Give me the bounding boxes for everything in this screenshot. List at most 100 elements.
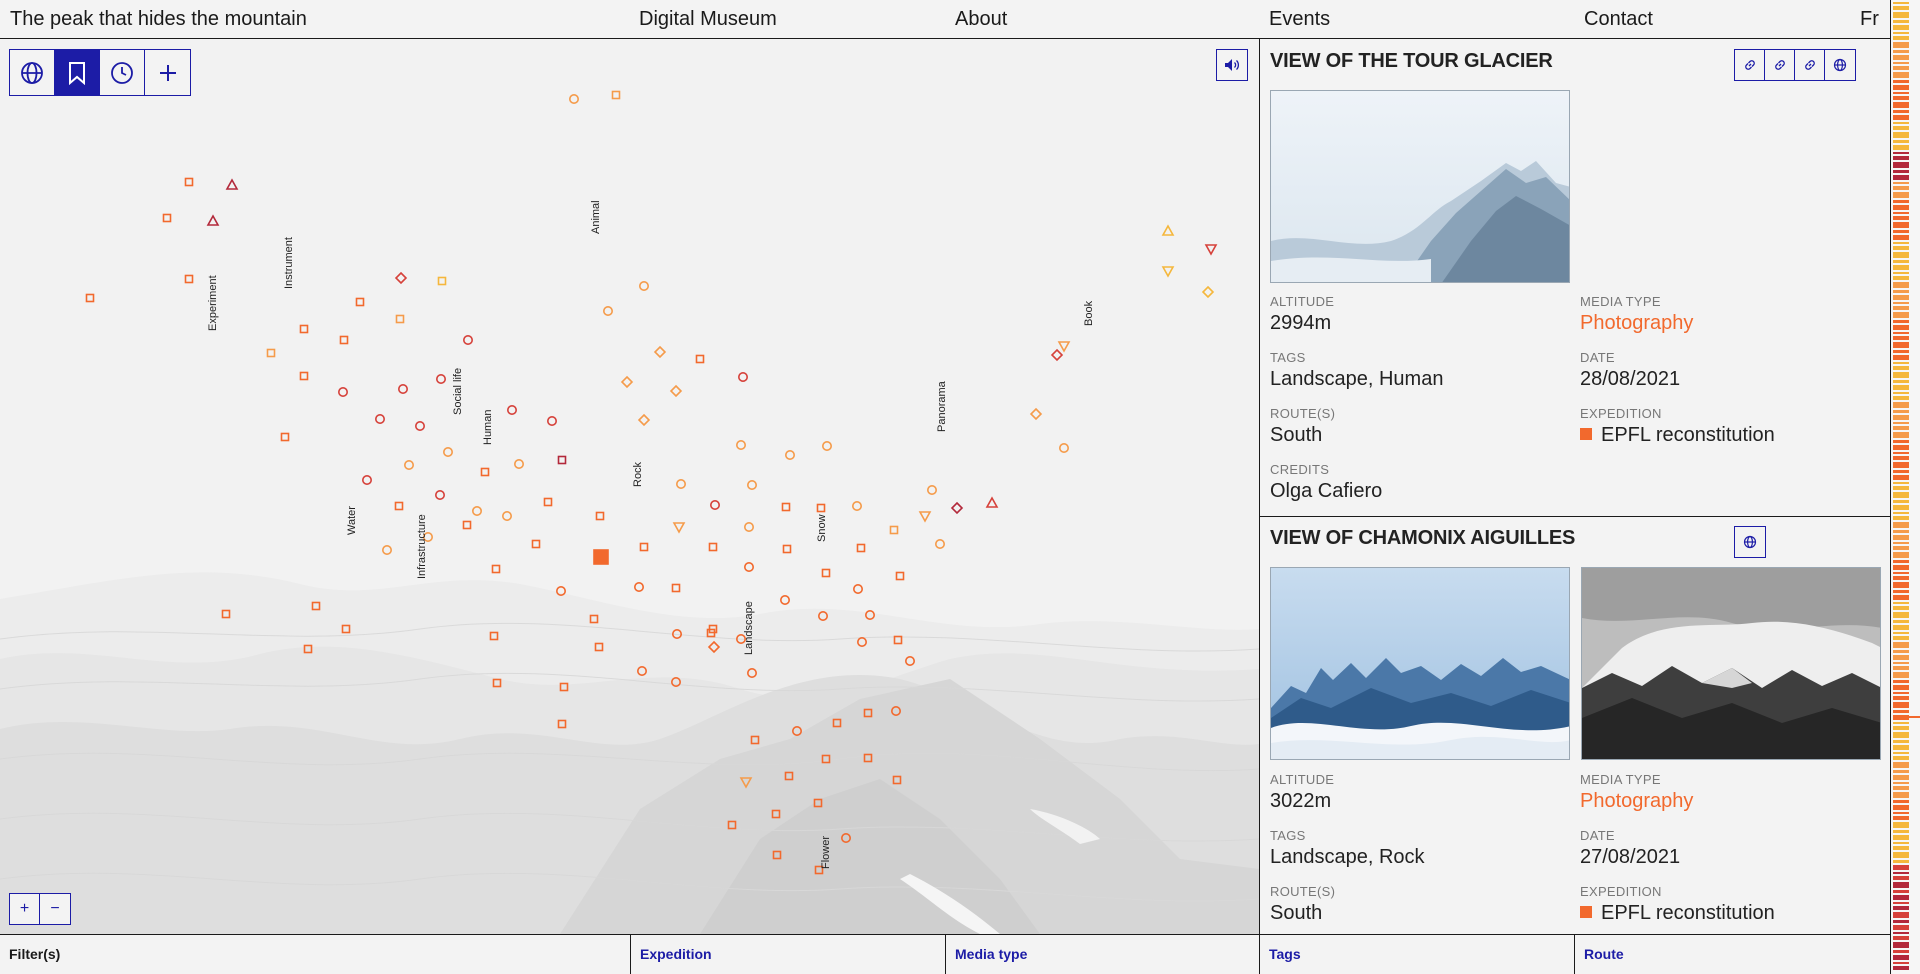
media-point-marker[interactable] (851, 500, 862, 511)
media-point-marker[interactable] (162, 213, 172, 223)
media-point-marker[interactable] (462, 520, 472, 530)
media-point-marker[interactable] (637, 413, 651, 427)
media-point-marker[interactable] (1029, 407, 1043, 421)
filter-tags[interactable]: Tags (1259, 935, 1575, 974)
media-point-marker[interactable] (735, 439, 746, 450)
media-point-marker[interactable] (852, 583, 863, 594)
media-point-marker[interactable] (374, 413, 385, 424)
media-point-marker[interactable] (669, 384, 683, 398)
media-point-marker[interactable] (708, 542, 718, 552)
media-point-marker[interactable] (471, 505, 482, 516)
media-point-marker[interactable] (817, 610, 828, 621)
media-point-marker[interactable] (1161, 224, 1175, 236)
media-point-marker[interactable] (671, 583, 681, 593)
media-point-marker[interactable] (791, 725, 802, 736)
photo-tour-glacier[interactable] (1270, 90, 1570, 283)
media-point-marker[interactable] (184, 177, 194, 187)
media-point-marker[interactable] (856, 636, 867, 647)
media-point-marker[interactable] (225, 178, 239, 190)
media-point-marker[interactable] (501, 510, 512, 521)
tag-label-snow[interactable]: Snow (816, 514, 828, 542)
tag-label-flower[interactable]: Flower (820, 836, 832, 869)
media-point-marker[interactable] (1050, 348, 1064, 362)
timeline-current-marker[interactable] (1907, 716, 1920, 718)
nav-events[interactable]: Events (1269, 8, 1331, 30)
media-point-marker[interactable] (311, 601, 321, 611)
map-view[interactable]: Experiment Instrument Animal Social life Hum… (0, 39, 1259, 934)
media-point-marker[interactable] (442, 446, 453, 457)
media-point-marker[interactable] (620, 375, 634, 389)
media-point-marker[interactable] (1204, 244, 1218, 256)
link-button-2[interactable] (1765, 50, 1795, 80)
media-type-value[interactable]: Photography (1580, 312, 1694, 334)
link-button-3[interactable] (1795, 50, 1825, 80)
tag-label-water[interactable]: Water (346, 506, 358, 535)
media-point-marker[interactable] (985, 496, 999, 508)
media-point-marker[interactable] (480, 467, 490, 477)
media-point-marker[interactable] (653, 345, 667, 359)
tag-label-animal[interactable]: Animal (590, 200, 602, 234)
timeline-tool-button[interactable] (100, 50, 145, 95)
nav-about[interactable]: About (955, 8, 1008, 30)
media-point-marker[interactable] (821, 568, 831, 578)
media-point-marker[interactable] (422, 531, 433, 542)
media-point-marker[interactable] (506, 404, 517, 415)
media-point-marker[interactable] (337, 386, 348, 397)
media-point-marker[interactable] (816, 503, 826, 513)
media-point-marker[interactable] (492, 678, 502, 688)
media-point-marker[interactable] (184, 274, 194, 284)
media-point-marker[interactable] (743, 521, 754, 532)
media-point-marker[interactable] (1057, 341, 1071, 353)
media-point-marker[interactable] (303, 644, 313, 654)
media-point-marker[interactable] (395, 314, 405, 324)
media-point-marker[interactable] (557, 455, 567, 465)
media-point-marker[interactable] (1161, 266, 1175, 278)
media-point-marker[interactable] (594, 642, 604, 652)
tag-label-human[interactable]: Human (482, 410, 494, 445)
media-point-marker[interactable] (489, 631, 499, 641)
tag-label-social-life[interactable]: Social life (452, 368, 464, 415)
media-point-marker[interactable] (743, 561, 754, 572)
tag-label-instrument[interactable]: Instrument (283, 237, 295, 289)
media-point-marker[interactable] (832, 718, 842, 728)
media-point-marker[interactable] (707, 640, 721, 654)
media-point-marker[interactable] (737, 371, 748, 382)
media-point-marker[interactable] (782, 544, 792, 554)
media-point-marker[interactable] (394, 501, 404, 511)
photo-chamonix-2[interactable] (1581, 567, 1881, 760)
media-point-marker[interactable] (636, 665, 647, 676)
media-point-marker[interactable] (814, 865, 824, 875)
media-point-marker[interactable] (864, 609, 875, 620)
media-point-marker[interactable] (557, 719, 567, 729)
media-point-marker[interactable] (890, 705, 901, 716)
media-point-marker[interactable] (735, 633, 746, 644)
media-point-marker[interactable] (589, 614, 599, 624)
filter-media-type[interactable]: Media type (945, 935, 1260, 974)
media-point-marker[interactable] (889, 525, 899, 535)
media-point-marker[interactable] (671, 628, 682, 639)
locate-button[interactable] (1735, 527, 1765, 557)
media-point-marker[interactable] (950, 501, 964, 515)
tag-label-panorama[interactable]: Panorama (936, 380, 948, 432)
tag-label-rock[interactable]: Rock (632, 461, 644, 487)
media-point-marker[interactable] (85, 293, 95, 303)
media-point-marker[interactable] (727, 820, 737, 830)
media-point-marker[interactable] (381, 544, 392, 555)
add-tool-button[interactable] (145, 50, 190, 95)
media-point-marker[interactable] (339, 335, 349, 345)
media-type-value[interactable]: Photography (1580, 790, 1694, 812)
zoom-out-button[interactable]: − (50, 900, 60, 917)
media-point-marker[interactable] (918, 511, 932, 523)
tag-label-book[interactable]: Book (1083, 300, 1095, 326)
media-point-marker[interactable] (706, 628, 716, 638)
tag-label-infrastructure[interactable]: Infrastructure (416, 514, 428, 579)
media-point-marker[interactable] (513, 458, 524, 469)
globe-tool-button[interactable] (10, 50, 55, 95)
media-point-marker[interactable] (397, 383, 408, 394)
media-point-marker[interactable] (893, 635, 903, 645)
media-point-marker[interactable] (355, 297, 365, 307)
media-point-marker[interactable] (434, 489, 445, 500)
media-point-marker[interactable] (784, 771, 794, 781)
media-point-marker[interactable] (593, 549, 609, 565)
sound-toggle-button[interactable] (1216, 49, 1248, 81)
